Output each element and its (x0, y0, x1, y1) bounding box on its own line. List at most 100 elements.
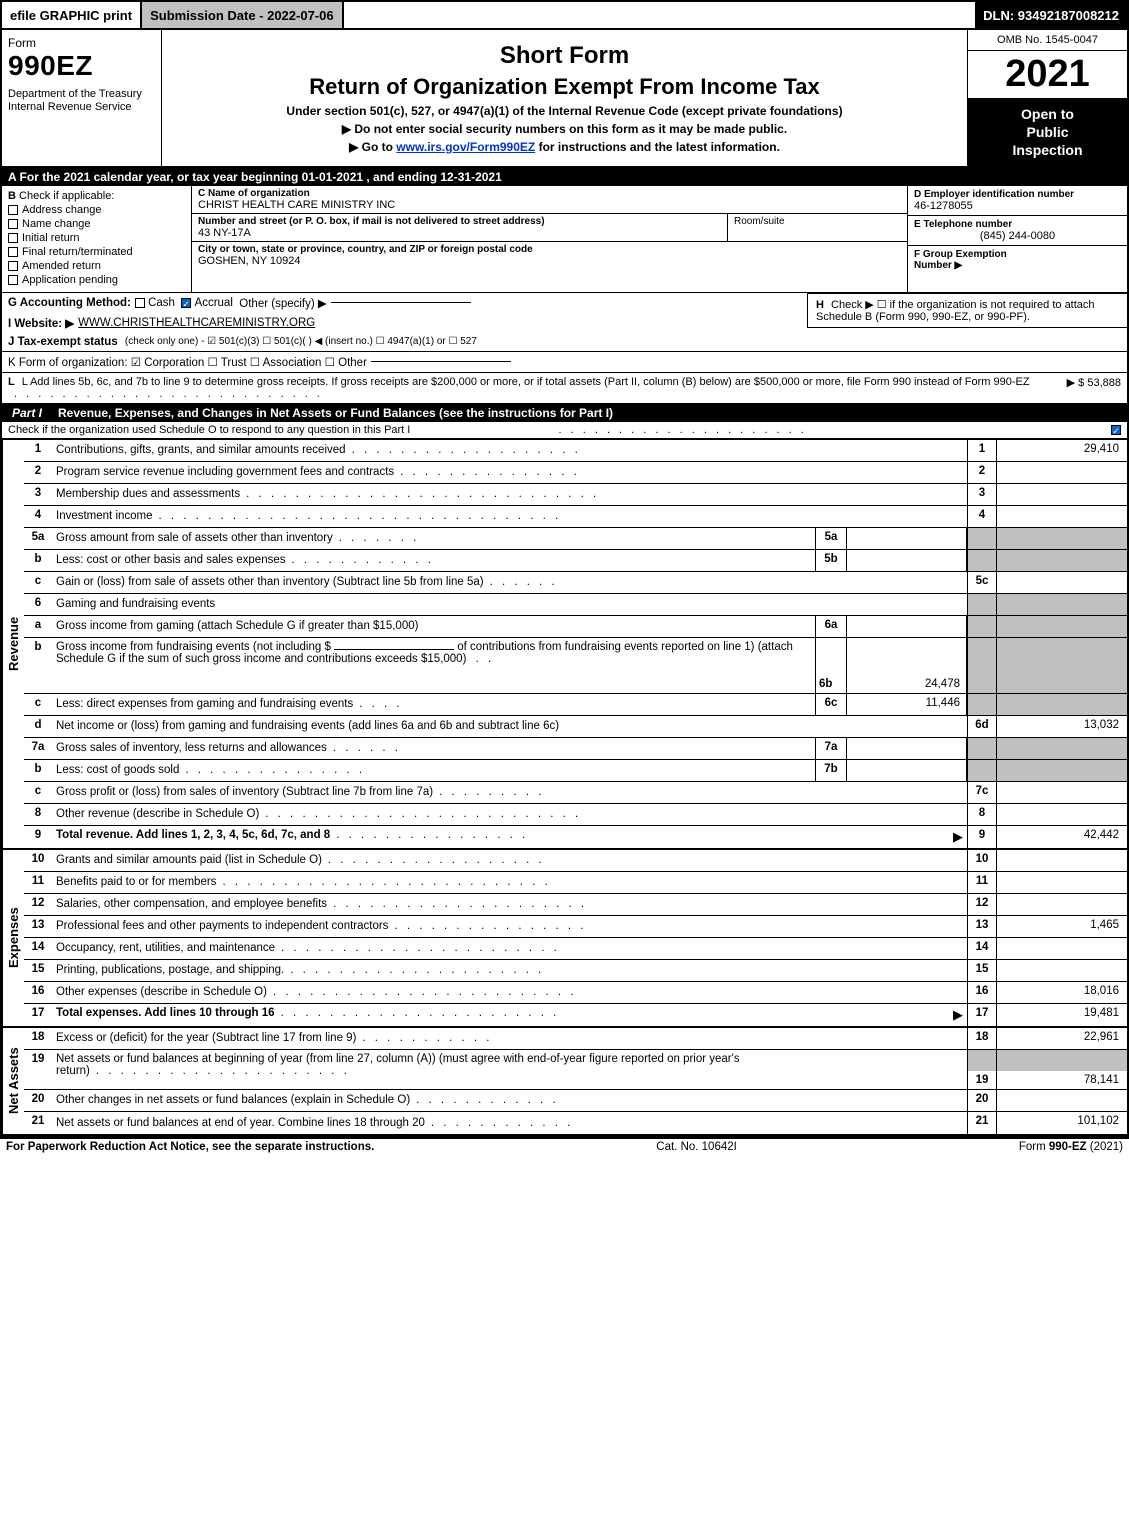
line-a-tax-year: A For the 2021 calendar year, or tax yea… (2, 168, 1127, 186)
val-13: 1,465 (997, 916, 1127, 937)
row-14: 14 Occupancy, rent, utilities, and maint… (24, 938, 1127, 960)
part-1-header: Part I Revenue, Expenses, and Changes in… (2, 403, 1127, 439)
checkbox-icon[interactable] (135, 298, 145, 308)
street-value: 43 NY-17A (198, 227, 721, 239)
checkbox-name-change[interactable]: Name change (8, 218, 185, 230)
row-6d: d Net income or (loss) from gaming and f… (24, 716, 1127, 738)
val-14 (997, 938, 1127, 959)
form-990ez-container: efile GRAPHIC print Submission Date - 20… (0, 0, 1129, 1137)
lines-g-h: G Accounting Method: Cash ✓ Accrual Othe… (2, 293, 1127, 352)
omb-number: OMB No. 1545-0047 (968, 30, 1127, 51)
expenses-section: Expenses 10 Grants and similar amounts p… (2, 848, 1127, 1026)
line-j-tax-exempt: J Tax-exempt status (check only one) - ☑… (2, 333, 1127, 352)
section-b-label: B (8, 190, 16, 202)
val-18: 22,961 (997, 1028, 1127, 1049)
irs-link[interactable]: www.irs.gov/Form990EZ (396, 140, 535, 154)
row-15: 15 Printing, publications, postage, and … (24, 960, 1127, 982)
blank-6b-amount (334, 649, 454, 650)
revenue-section: Revenue 1 Contributions, gifts, grants, … (2, 439, 1127, 848)
header-left: Form 990EZ Department of the Treasury In… (2, 30, 162, 166)
checkbox-checked-icon[interactable]: ✓ (181, 298, 191, 308)
val-4 (997, 506, 1127, 527)
row-6c: c Less: direct expenses from gaming and … (24, 694, 1127, 716)
checkbox-checked-icon[interactable]: ✓ (1111, 425, 1121, 435)
footer-form-id: Form 990-EZ (2021) (1019, 1141, 1123, 1153)
row-5b: b Less: cost or other basis and sales ex… (24, 550, 1127, 572)
row-7c: c Gross profit or (loss) from sales of i… (24, 782, 1127, 804)
org-name-row: C Name of organization CHRIST HEALTH CAR… (192, 186, 907, 214)
checkbox-application-pending[interactable]: Application pending (8, 274, 185, 286)
val-7c (997, 782, 1127, 803)
val-5c (997, 572, 1127, 593)
city-label: City or town, state or province, country… (198, 244, 533, 255)
return-title: Return of Organization Exempt From Incom… (172, 74, 957, 100)
part-1-title: Revenue, Expenses, and Changes in Net As… (52, 404, 1127, 422)
net-assets-section: Net Assets 18 Excess or (deficit) for th… (2, 1026, 1127, 1135)
efile-print-label[interactable]: efile GRAPHIC print (2, 2, 142, 28)
checkbox-icon (8, 205, 18, 215)
section-d-e-f: D Employer identification number 46-1278… (907, 186, 1127, 292)
footer-cat-no: Cat. No. 10642I (656, 1141, 737, 1153)
row-19: 19 Net assets or fund balances at beginn… (24, 1050, 1127, 1090)
row-12: 12 Salaries, other compensation, and emp… (24, 894, 1127, 916)
val-6c: 11,446 (847, 694, 967, 715)
form-header: Form 990EZ Department of the Treasury In… (2, 30, 1127, 168)
form-word: Form (8, 36, 155, 50)
val-7b (847, 760, 967, 781)
val-5a (847, 528, 967, 549)
dln-number: DLN: 93492187008212 (975, 2, 1127, 28)
under-section-text: Under section 501(c), 527, or 4947(a)(1)… (172, 104, 957, 118)
val-19: 78,141 (1005, 1074, 1119, 1086)
row-6a: a Gross income from gaming (attach Sched… (24, 616, 1127, 638)
row-9-total-revenue: 9 Total revenue. Add lines 1, 2, 3, 4, 5… (24, 826, 1127, 848)
row-7a: 7a Gross sales of inventory, less return… (24, 738, 1127, 760)
val-15 (997, 960, 1127, 981)
telephone-row: E Telephone number (845) 244-0080 (908, 216, 1127, 246)
ein-value: 46-1278055 (914, 200, 1121, 212)
do-not-enter-ssn: ▶ Do not enter social security numbers o… (172, 122, 957, 136)
row-18: 18 Excess or (deficit) for the year (Sub… (24, 1028, 1127, 1050)
row-10: 10 Grants and similar amounts paid (list… (24, 850, 1127, 872)
short-form-title: Short Form (172, 42, 957, 70)
checkbox-address-change[interactable]: Address change (8, 204, 185, 216)
row-5c: c Gain or (loss) from sale of assets oth… (24, 572, 1127, 594)
expenses-side-tab: Expenses (2, 850, 24, 1026)
city-value: GOSHEN, NY 10924 (198, 255, 301, 267)
val-5b (847, 550, 967, 571)
part-1-label: Part I (2, 404, 52, 422)
submission-date: Submission Date - 2022-07-06 (142, 2, 344, 28)
ein-row: D Employer identification number 46-1278… (908, 186, 1127, 216)
val-6d: 13,032 (997, 716, 1127, 737)
row-6b: b Gross income from fundraising events (… (24, 638, 1127, 694)
revenue-side-tab: Revenue (2, 440, 24, 848)
row-2-program-service: 2 Program service revenue including gove… (24, 462, 1127, 484)
row-7b: b Less: cost of goods sold. . . . . . . … (24, 760, 1127, 782)
ein-label: D Employer identification number (914, 189, 1121, 200)
tax-year: 2021 (968, 51, 1127, 99)
section-c-org-info: C Name of organization CHRIST HEALTH CAR… (192, 186, 907, 292)
row-5a: 5a Gross amount from sale of assets othe… (24, 528, 1127, 550)
part-1-schedule-o-check: Check if the organization used Schedule … (2, 422, 1127, 439)
other-blank-line (371, 361, 511, 362)
val-9: 42,442 (997, 826, 1127, 848)
row-1-contributions: 1 Contributions, gifts, grants, and simi… (24, 440, 1127, 462)
row-8: 8 Other revenue (describe in Schedule O)… (24, 804, 1127, 826)
val-1: 29,410 (997, 440, 1127, 461)
checkbox-icon (8, 219, 18, 229)
checkbox-amended-return[interactable]: Amended return (8, 260, 185, 272)
row-17-total-expenses: 17 Total expenses. Add lines 10 through … (24, 1004, 1127, 1026)
val-7a (847, 738, 967, 759)
checkbox-icon (8, 233, 18, 243)
city-row: City or town, state or province, country… (192, 242, 907, 292)
checkbox-icon (8, 275, 18, 285)
checkbox-initial-return[interactable]: Initial return (8, 232, 185, 244)
room-suite-label: Room/suite (727, 214, 907, 241)
val-17: 19,481 (997, 1004, 1127, 1026)
form-number-990ez: 990EZ (8, 50, 155, 82)
row-21: 21 Net assets or fund balances at end of… (24, 1112, 1127, 1134)
street-label: Number and street (or P. O. box, if mail… (198, 216, 721, 227)
val-6a (847, 616, 967, 637)
website-value[interactable]: WWW.CHRISTHEALTHCAREMINISTRY.ORG (78, 317, 315, 329)
checkbox-final-return[interactable]: Final return/terminated (8, 246, 185, 258)
arrow-icon: ▶ (947, 1007, 963, 1023)
